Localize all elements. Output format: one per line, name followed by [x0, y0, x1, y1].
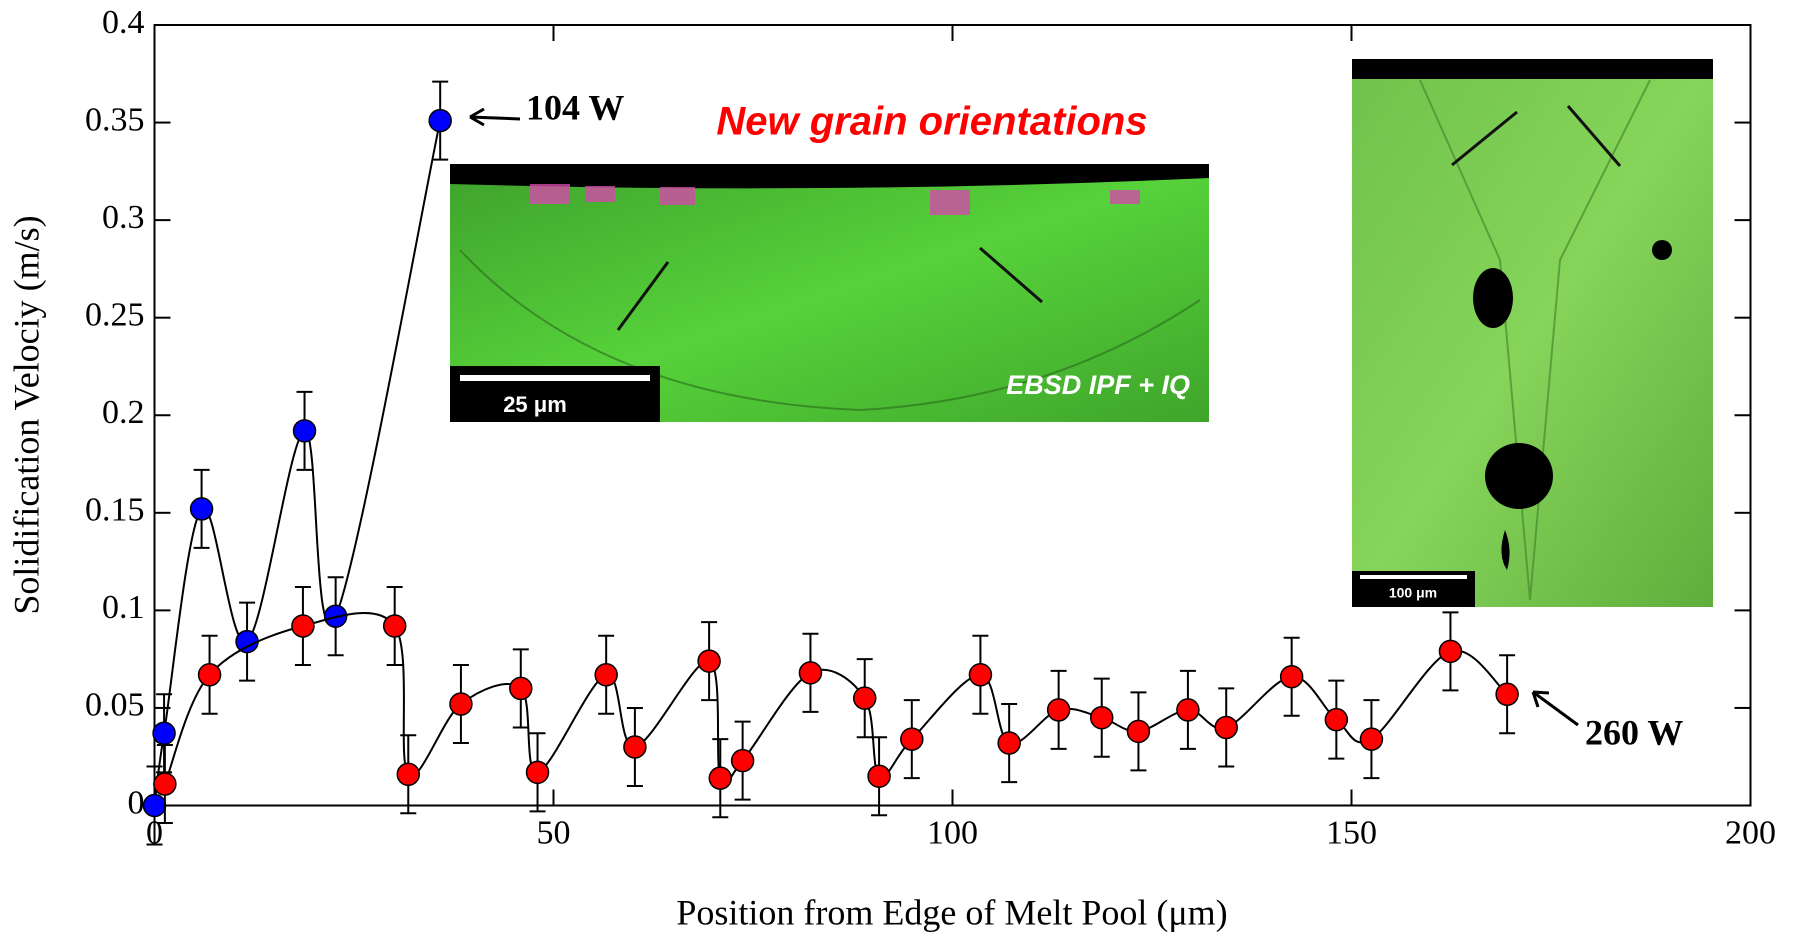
series-line [153, 120, 442, 806]
point [852, 686, 877, 710]
point [142, 793, 167, 818]
point [197, 663, 222, 687]
point [798, 661, 823, 685]
point [509, 676, 533, 701]
point [708, 766, 733, 790]
point [396, 762, 421, 787]
point [1438, 639, 1463, 664]
hatch [616, 246, 1043, 331]
point [292, 419, 317, 443]
arrow [1531, 690, 1579, 727]
x-axis-label: Position from Edge of Melt Pool (μm) [676, 892, 1227, 932]
point [382, 614, 407, 638]
point [1214, 715, 1238, 740]
ebsd-inset: 25 μm EBSD IPF + IQ [450, 164, 1209, 422]
point [1089, 705, 1114, 730]
point [900, 727, 924, 751]
point [1279, 664, 1304, 689]
y-tick-label: 0.25 [85, 296, 145, 333]
series-label: 104 W [526, 87, 624, 127]
y-tick-label: 0.3 [102, 199, 145, 236]
x-tick-label: 100 [927, 814, 978, 851]
x-tick-label: 50 [537, 814, 571, 851]
y-tick-label: 0.1 [102, 589, 145, 626]
point [730, 748, 755, 773]
point [623, 735, 647, 759]
point [152, 721, 176, 746]
point [1046, 698, 1071, 722]
arrow [469, 107, 521, 127]
point [235, 629, 259, 654]
y-tick-label: 0.2 [102, 394, 145, 431]
y-tick-label: 0.15 [85, 492, 145, 529]
series-label: 260 W [1585, 712, 1683, 752]
scale-bar-label: 100 μm [1389, 585, 1437, 601]
point [867, 764, 891, 788]
x-tick-label: 150 [1326, 814, 1377, 851]
x-tick-label: 200 [1725, 814, 1776, 851]
point [428, 108, 452, 133]
point [291, 614, 315, 638]
point [594, 663, 618, 687]
point [189, 497, 214, 521]
point [968, 663, 993, 687]
point [1495, 682, 1519, 707]
annotation: New grain orientations [716, 100, 1147, 144]
y-tick-label: 0.4 [102, 4, 145, 41]
scale-bar-label: 25 μm [503, 392, 567, 417]
point [449, 692, 473, 716]
y-tick-label: 0.35 [85, 101, 145, 138]
y-tick-label: 0.05 [85, 687, 145, 724]
point [1126, 719, 1151, 744]
inset-caption: EBSD IPF + IQ [1006, 370, 1190, 400]
point [1359, 727, 1384, 751]
point [997, 731, 1021, 755]
point [153, 772, 177, 796]
cross-section-inset: 100 μm [1352, 59, 1713, 607]
point [697, 649, 721, 673]
point [1176, 698, 1200, 722]
point [1324, 707, 1349, 732]
series-line [163, 612, 1508, 786]
y-axis-label: Solidification Velociy (m/s) [6, 215, 46, 614]
point [525, 760, 550, 785]
y-tick-label: 0 [128, 784, 145, 821]
